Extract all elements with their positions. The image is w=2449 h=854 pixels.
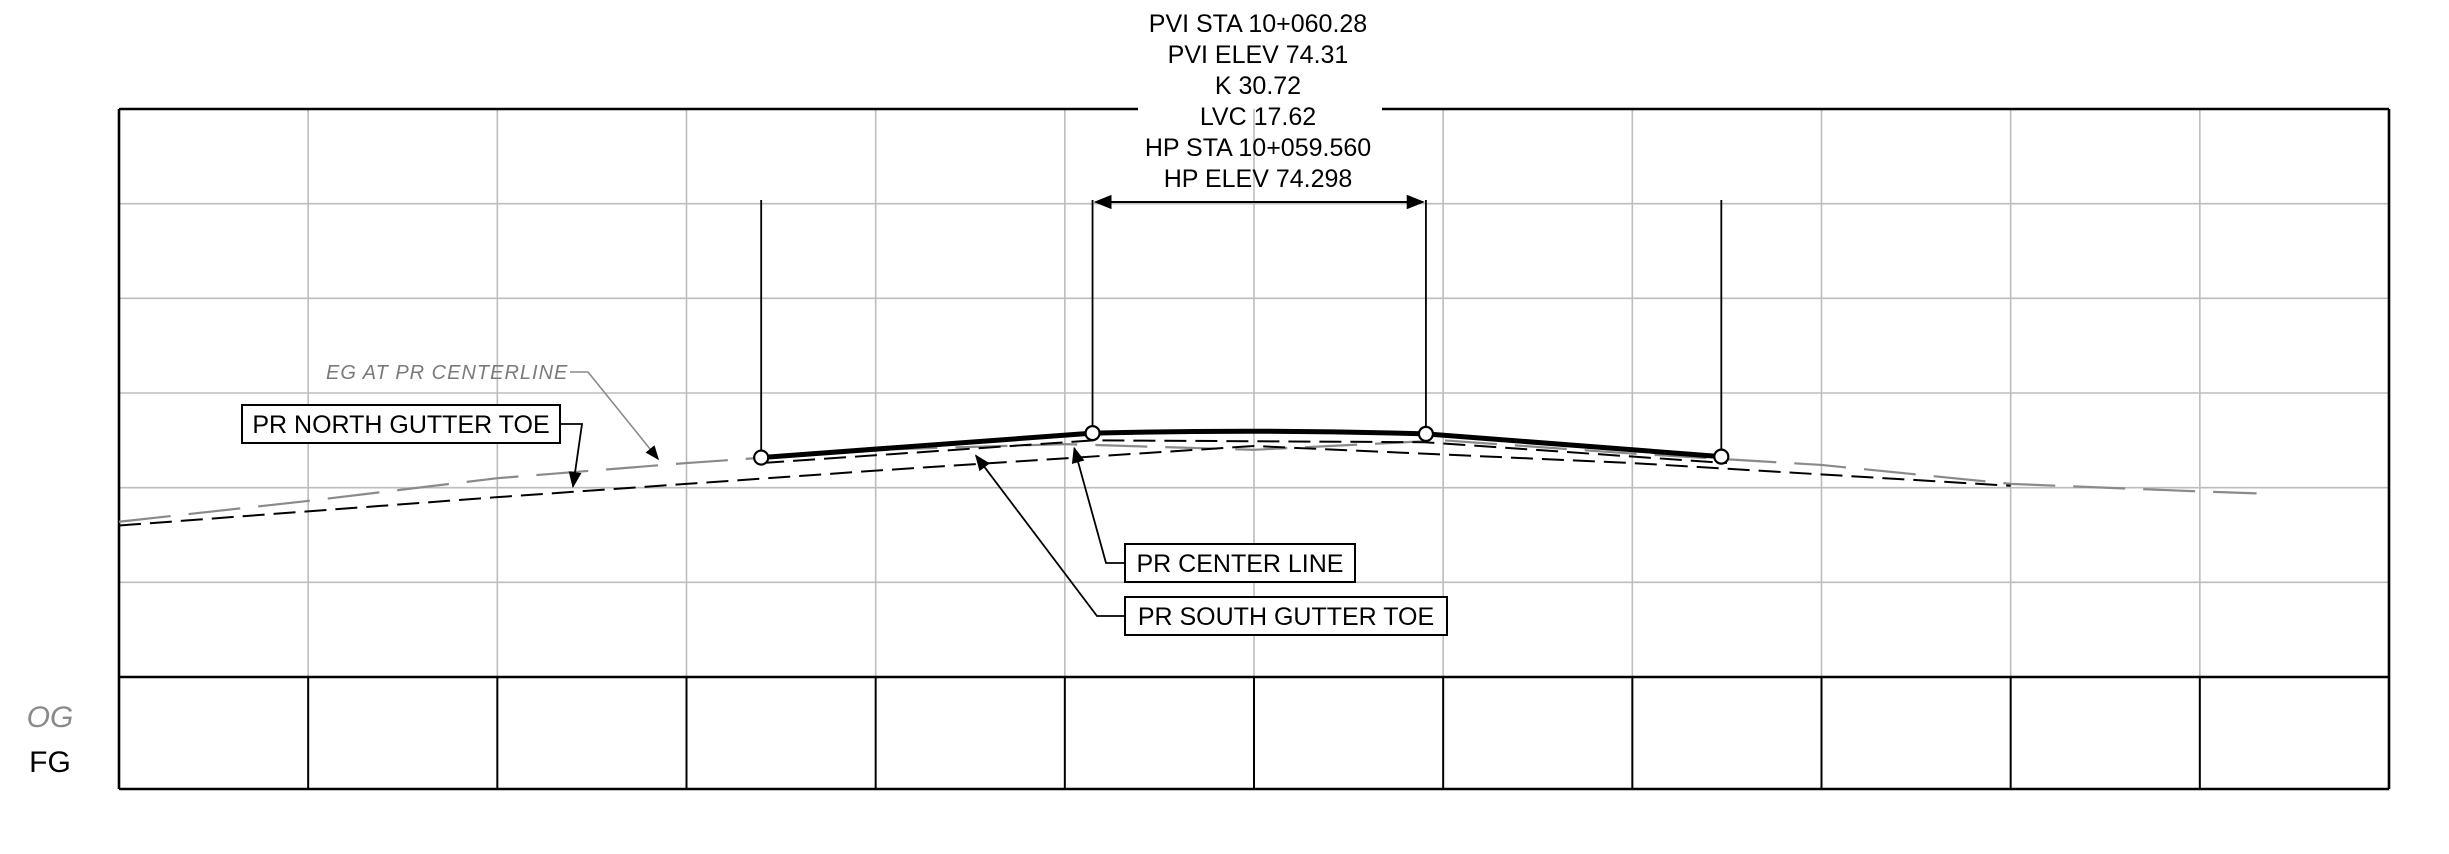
- vpi-marker: [1417, 425, 1435, 442]
- callouts: [560, 371, 1125, 617]
- fg-row-label: FG: [29, 746, 71, 779]
- vpi-marker: [753, 449, 770, 466]
- curve-hp-elev: HP ELEV 74.298: [1164, 165, 1353, 193]
- center-line-label: PR CENTER LINE: [1137, 550, 1344, 578]
- curve-data-block: PVI STA 10+060.28 PVI ELEV 74.31 K 30.72…: [1145, 10, 1371, 193]
- south-gutter-callout: PR SOUTH GUTTER TOE: [1124, 596, 1448, 636]
- center-line-leader: [1071, 446, 1125, 564]
- og-row-label: OG: [27, 701, 74, 734]
- center-line-callout: PR CENTER LINE: [1124, 543, 1356, 583]
- curve-k: K 30.72: [1215, 72, 1301, 100]
- grid: [119, 109, 2389, 677]
- curve-pvi-elev: PVI ELEV 74.31: [1168, 41, 1349, 69]
- eg-centerline-leader: [570, 371, 660, 461]
- south-gutter-label: PR SOUTH GUTTER TOE: [1138, 603, 1434, 631]
- south-gutter-line: [762, 439, 1727, 465]
- curve-hp-sta: HP STA 10+059.560: [1145, 134, 1371, 162]
- curve-lvc: LVC 17.62: [1200, 103, 1316, 131]
- vpi-marker: [1084, 425, 1101, 442]
- north-gutter-label: PR NORTH GUTTER TOE: [252, 411, 549, 439]
- north-gutter-leader: [560, 423, 584, 489]
- eg-centerline-line: [118, 439, 2257, 523]
- center-line-profile: [760, 428, 1722, 461]
- eg-centerline-label: EG AT PR CENTERLINE: [326, 362, 568, 384]
- vpi-labels: [753, 194, 1730, 466]
- north-gutter-line: [118, 445, 2011, 527]
- profile-lines: [118, 428, 2257, 527]
- south-gutter-leader: [974, 454, 1125, 617]
- north-gutter-callout: PR NORTH GUTTER TOE: [241, 404, 561, 444]
- vpi-marker: [1713, 448, 1730, 465]
- plot-frame: [117, 107, 2391, 791]
- curve-pvi-sta: PVI STA 10+060.28: [1149, 10, 1367, 38]
